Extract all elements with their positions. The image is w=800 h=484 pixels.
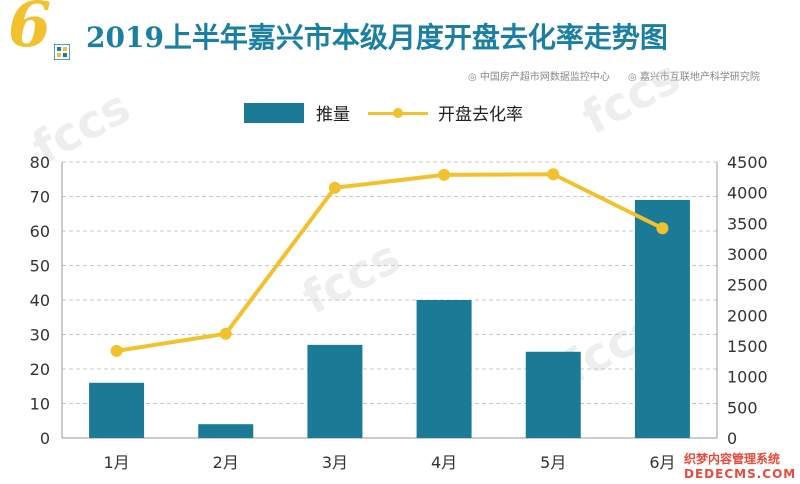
legend-swatch-bar [244, 102, 304, 123]
legend-swatch-line [368, 103, 428, 123]
y-right-tick-label: 1000 [727, 368, 768, 387]
brand-name: 织梦内容管理系统 [684, 452, 781, 466]
bar [634, 199, 690, 438]
source-note-2: ◎ 嘉兴市互联地产科学研究院 [628, 72, 760, 83]
bar [416, 300, 472, 438]
bar [198, 424, 254, 438]
y-right-tick-label: 500 [727, 398, 758, 417]
y-left-tick-label: 60 [30, 222, 50, 241]
chart-legend: 推量 开盘去化率 [0, 100, 800, 130]
legend-label-line: 开盘去化率 [438, 105, 523, 125]
x-tick-label: 2月 [213, 453, 239, 472]
y-right-tick-label: 2000 [727, 306, 768, 325]
x-tick-label: 4月 [431, 453, 457, 472]
brand-logo: 织梦内容管理系统 DEDECMS.COM [684, 450, 796, 482]
chart-title: 2019上半年嘉兴市本级月度开盘去化率走势图 [86, 21, 668, 54]
bar [89, 382, 145, 438]
y-right-tick-label: 0 [727, 429, 737, 448]
y-right-tick-label: 3000 [727, 245, 768, 264]
y-right-tick-label: 4000 [727, 184, 768, 203]
badge-icon [54, 44, 70, 60]
line-point [219, 327, 232, 340]
x-tick-label: 3月 [322, 453, 348, 472]
x-tick-label: 1月 [103, 453, 129, 472]
x-tick-label: 5月 [540, 453, 566, 472]
legend-item-bar: 推量 [244, 100, 350, 125]
line-point [547, 168, 560, 181]
chart-number: 6 [8, 0, 52, 61]
y-right-tick-label: 2500 [727, 276, 768, 295]
chart-header: 6 2019上半年嘉兴市本级月度开盘去化率走势图 ◎ 中国房产超市网数据监控中心… [0, 0, 800, 83]
y-left-tick-label: 0 [40, 429, 50, 448]
bar [307, 344, 363, 438]
y-left-tick-label: 20 [30, 360, 50, 379]
y-left-tick-label: 30 [30, 326, 50, 345]
y-left-tick-label: 50 [30, 257, 50, 276]
source-note-1: ◎ 中国房产超市网数据监控中心 [468, 72, 610, 83]
y-left-tick-label: 40 [30, 291, 50, 310]
x-tick-label: 6月 [649, 453, 675, 472]
y-left-tick-label: 80 [30, 153, 50, 172]
legend-label-bar: 推量 [316, 105, 350, 125]
y-right-tick-label: 3500 [727, 214, 768, 233]
y-right-tick-label: 4500 [727, 153, 768, 172]
line-point [328, 181, 341, 194]
series-line [116, 172, 664, 353]
line-point [110, 344, 123, 357]
line-point [438, 168, 451, 181]
y-right-tick-label: 1500 [727, 337, 768, 356]
line-point [656, 222, 669, 235]
y-left-tick-label: 70 [30, 188, 50, 207]
brand-domain: DEDECMS.COM [684, 467, 797, 481]
bar [525, 351, 581, 438]
legend-item-line: 开盘去化率 [368, 100, 523, 125]
y-left-tick-label: 10 [30, 395, 50, 414]
